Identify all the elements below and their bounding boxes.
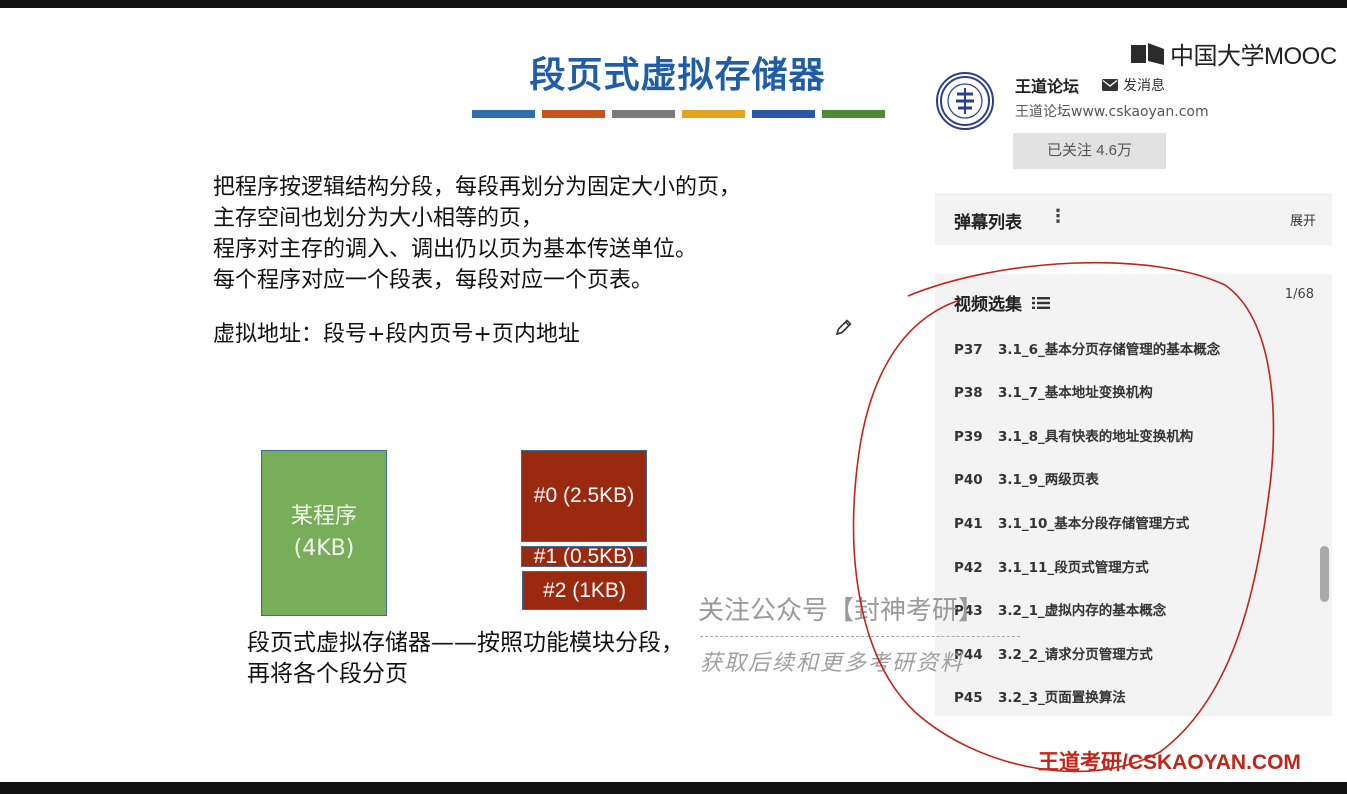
playlist-scrollbar-thumb[interactable] (1320, 546, 1329, 602)
playlist-count: 1/68 (1284, 287, 1314, 302)
item-title: 3.2_1_虚拟内存的基本概念 (998, 603, 1167, 619)
slide-body-text: 把程序按逻辑结构分段，每段再划分为固定大小的页， 主存空间也划分为大小相等的页，… (213, 172, 741, 296)
danmu-panel[interactable]: 弹幕列表 ⋮ 展开 (935, 193, 1332, 245)
program-size: (4KB) (293, 536, 355, 561)
playlist-item[interactable]: P42 3.1_11_段页式管理方式 (954, 556, 1149, 576)
playlist-item[interactable]: P40 3.1_9_两级页表 (954, 468, 1099, 488)
top-letterbox (0, 0, 1347, 8)
item-title: 3.2_2_请求分页管理方式 (998, 647, 1153, 663)
item-title: 3.1_8_具有快表的地址变换机构 (998, 429, 1194, 445)
uploader-avatar[interactable] (936, 72, 994, 130)
mooc-logo-icon (1131, 42, 1164, 65)
item-number: P45 (954, 690, 983, 706)
uploader-site: 王道论坛www.cskaoyan.com (1015, 104, 1209, 120)
playlist-item[interactable]: P41 3.1_10_基本分段存储管理方式 (954, 512, 1189, 532)
item-title: 3.1_7_基本地址变换机构 (998, 385, 1153, 401)
title-underline-stripes (472, 110, 885, 118)
body-line: 每个程序对应一个段表，每段对应一个页表。 (213, 268, 654, 293)
watermark-line-2: 获取后续和更多考研资料 (700, 651, 965, 676)
segment-block: #2 (1KB) (522, 571, 647, 610)
danmu-expand-button[interactable]: 展开 (1289, 214, 1316, 229)
item-number: P42 (954, 560, 983, 576)
pencil-icon (834, 317, 854, 341)
uploader-name[interactable]: 王道论坛 (1015, 77, 1080, 96)
watermark-line-1: 关注公众号【封神考研】 (698, 596, 985, 626)
playlist-item[interactable]: P39 3.1_8_具有快表的地址变换机构 (954, 425, 1193, 445)
item-number: P37 (954, 342, 983, 358)
playlist-item[interactable]: P45 3.2_3_页面置换算法 (954, 686, 1126, 706)
mooc-logo: 中国大学MOOC (1130, 36, 1337, 71)
body-line: 把程序按逻辑结构分段，每段再划分为固定大小的页， (213, 175, 742, 200)
item-title: 3.2_3_页面置换算法 (998, 690, 1126, 706)
title-stripe (752, 110, 815, 118)
playlist-item[interactable]: P38 3.1_7_基本地址变换机构 (954, 381, 1153, 401)
item-title: 3.1_10_基本分段存储管理方式 (998, 516, 1190, 532)
segment-block: #0 (2.5KB) (521, 450, 647, 542)
send-message-label: 发消息 (1123, 78, 1165, 94)
title-stripe (612, 110, 675, 118)
title-stripe (472, 110, 535, 118)
program-block: 某程序 (4KB) (261, 450, 387, 616)
item-title: 3.1_11_段页式管理方式 (998, 560, 1149, 576)
item-number: P40 (954, 472, 983, 488)
title-stripe (682, 110, 745, 118)
item-number: P39 (954, 429, 983, 445)
segment-block: #1 (0.5KB) (521, 546, 647, 567)
list-icon[interactable] (1032, 296, 1050, 310)
title-stripe (822, 110, 885, 118)
item-number: P41 (954, 516, 983, 532)
brand-watermark: 王道考研/CSKAOYAN.COM (1038, 751, 1301, 774)
body-line: 主存空间也划分为大小相等的页， (213, 206, 544, 231)
playlist-header: 视频选集 (954, 290, 1050, 315)
slide-title: 段页式虚拟存储器 (529, 55, 826, 96)
playlist-item[interactable]: P44 3.2_2_请求分页管理方式 (954, 643, 1153, 663)
playlist-item[interactable]: P43 3.2_1_虚拟内存的基本概念 (954, 599, 1166, 619)
danmu-title: 弹幕列表 (954, 213, 1022, 233)
title-stripe (542, 110, 605, 118)
watermark-divider (700, 636, 1020, 637)
item-title: 3.1_6_基本分页存储管理的基本概念 (998, 342, 1221, 358)
virtual-address-text: 虚拟地址：段号+段内页号+页内地址 (213, 322, 580, 347)
slide-caption: 段页式虚拟存储器——按照功能模块分段，再将各个段分页 (247, 630, 684, 687)
playlist-title: 视频选集 (954, 295, 1022, 315)
mooc-logo-text: 中国大学MOOC (1170, 43, 1337, 70)
more-icon[interactable]: ⋮ (1049, 206, 1067, 227)
bottom-letterbox (0, 782, 1347, 794)
program-name: 某程序 (290, 504, 357, 529)
item-number: P38 (954, 385, 983, 401)
mail-icon (1102, 79, 1118, 91)
follow-button[interactable]: 已关注 4.6万 (1013, 133, 1166, 169)
playlist-panel: 视频选集 1/68 P37 3.1_6_基本分页存储管理的基本概念 P38 3.1_… (935, 274, 1332, 716)
item-title: 3.1_9_两级页表 (998, 472, 1099, 488)
body-line: 程序对主存的调入、调出仍以页为基本传送单位。 (213, 237, 698, 262)
send-message-button[interactable]: 发消息 (1102, 75, 1165, 95)
playlist-scrollbar-track[interactable] (1320, 320, 1330, 716)
playlist-item[interactable]: P37 3.1_6_基本分页存储管理的基本概念 (954, 338, 1220, 358)
